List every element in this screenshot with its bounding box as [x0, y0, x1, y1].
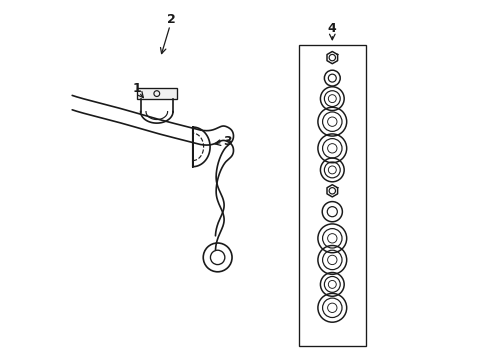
Text: 4: 4	[328, 22, 337, 35]
Bar	[299, 45, 366, 346]
Text: 1: 1	[133, 82, 142, 95]
Text: 3: 3	[222, 135, 231, 148]
Text: 2: 2	[167, 13, 175, 26]
Bar	[137, 88, 176, 99]
